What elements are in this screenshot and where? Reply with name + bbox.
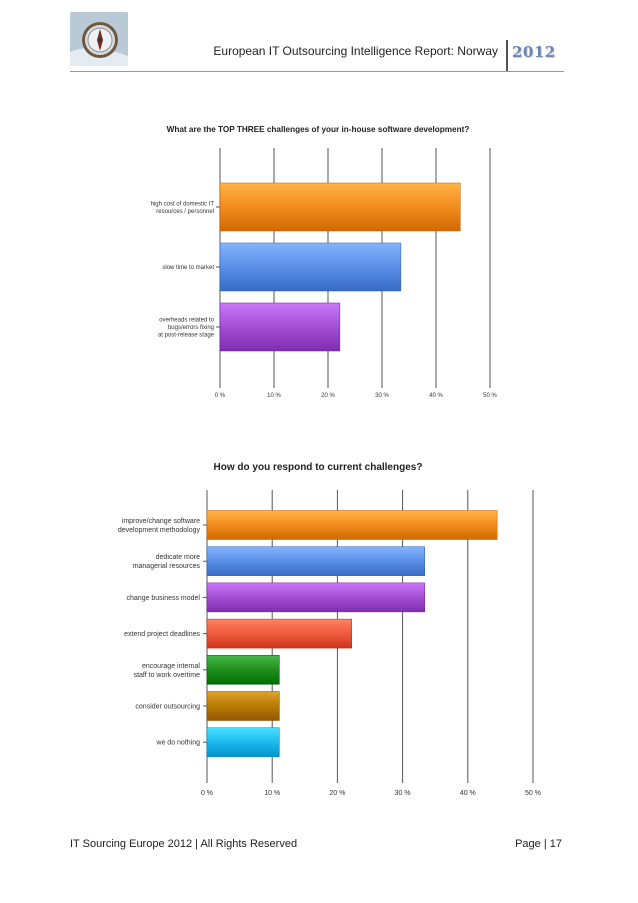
footer-page-number: Page | 17: [515, 838, 562, 850]
x-tick-label: 30 %: [375, 393, 389, 399]
category-label: dedicate more: [156, 554, 200, 561]
x-tick-label: 40 %: [429, 393, 443, 399]
category-label: high cost of domestic IT: [151, 201, 215, 207]
category-label: bugs/errors fixing: [168, 325, 214, 331]
page-header-title: European IT Outsourcing Intelligence Rep…: [213, 44, 498, 58]
bar: [206, 546, 426, 576]
x-tick-label: 50 %: [483, 393, 497, 399]
x-tick-label: 0 %: [215, 393, 226, 399]
header-rule: [70, 71, 564, 72]
category-label: overheads related to: [159, 318, 214, 324]
header-separator: [506, 40, 508, 72]
category-label: change business model: [126, 595, 200, 602]
category-label: staff to work overtime: [134, 672, 201, 679]
category-label: we do nothing: [155, 740, 200, 747]
bar: [206, 691, 280, 721]
compass-icon: [70, 12, 128, 66]
x-tick-label: 20 %: [321, 393, 335, 399]
bar: [206, 582, 426, 613]
chart-title: How do you respond to current challenges…: [214, 462, 423, 473]
category-label: at post-release stage: [158, 333, 215, 339]
x-tick-label: 40 %: [460, 790, 476, 797]
bar: [206, 655, 280, 685]
x-tick-label: 10 %: [264, 790, 280, 797]
category-label: managerial resources: [133, 563, 201, 570]
category-label: resources / personnel: [156, 209, 214, 215]
x-tick-label: 30 %: [395, 790, 411, 797]
bar: [206, 618, 352, 649]
category-label: encourage internal: [142, 663, 200, 670]
x-tick-label: 0 %: [201, 790, 213, 797]
chart-title: What are the TOP THREE challenges of you…: [167, 125, 470, 134]
x-tick-label: 10 %: [267, 393, 281, 399]
category-label: development methodology: [118, 527, 201, 534]
category-label: extend project deadlines: [124, 631, 200, 638]
category-label: improve/change software: [122, 518, 200, 525]
x-tick-label: 50 %: [525, 790, 541, 797]
challenges-bar-chart: What are the TOP THREE challenges of you…: [0, 0, 638, 420]
bar: [206, 727, 280, 757]
footer-copyright: IT Sourcing Europe 2012 | All Rights Res…: [70, 838, 298, 850]
category-label: consider outsourcing: [135, 703, 200, 710]
category-label: slow time to market: [162, 265, 214, 271]
x-tick-label: 20 %: [329, 790, 345, 797]
header-year: 2012: [512, 43, 556, 61]
bar: [206, 510, 498, 540]
